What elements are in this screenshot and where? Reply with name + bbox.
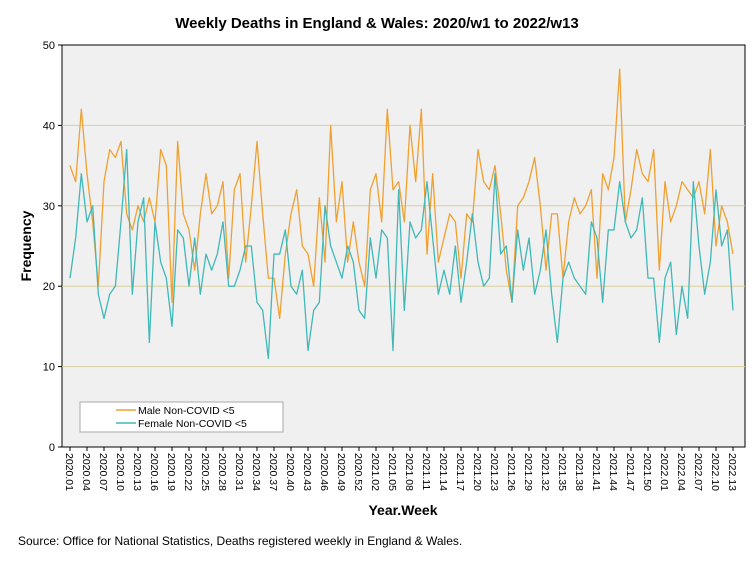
- x-tick-label: 2021.50: [641, 453, 653, 491]
- x-tick-label: 2021.32: [539, 453, 551, 491]
- series-lines: [69, 68, 734, 360]
- x-tick-label: 2022.07: [692, 453, 704, 491]
- legend-label-female: Female Non-COVID <5: [138, 418, 247, 430]
- y-tick-label: 0: [49, 442, 55, 454]
- x-tick-label: 2021.35: [556, 453, 568, 491]
- x-tick-label: 2020.46: [318, 453, 330, 491]
- x-tick-label: 2021.38: [573, 453, 585, 491]
- legend: Male Non-COVID <5 Female Non-COVID <5: [79, 401, 284, 433]
- x-tick-label: 2020.43: [301, 453, 313, 491]
- x-tick-label: 2021.11: [420, 453, 432, 490]
- y-tick-label: 30: [43, 201, 55, 213]
- x-tick-label: 2022.01: [658, 453, 670, 491]
- y-axis: 0 10 20 30 40 50: [43, 40, 62, 454]
- y-tick-label: 20: [43, 281, 55, 293]
- x-tick-label: 2021.05: [386, 453, 398, 491]
- legend-label-male: Male Non-COVID <5: [138, 405, 235, 417]
- x-tick-label: 2020.28: [216, 453, 228, 491]
- x-tick-label: 2020.31: [233, 453, 245, 491]
- x-axis: 2020.01 2020.04 2020.07 2020.10 2020.13 2020.…: [63, 447, 738, 491]
- x-tick-label: 2020.01: [63, 453, 75, 491]
- x-tick-label: 2020.16: [148, 453, 160, 491]
- legend-box: [79, 401, 284, 433]
- x-tick-label: 2021.08: [403, 453, 415, 491]
- x-tick-label: 2020.10: [114, 453, 126, 491]
- y-tick-label: 40: [43, 120, 55, 132]
- x-tick-label: 2021.41: [590, 453, 602, 491]
- x-tick-label: 2021.02: [369, 453, 381, 491]
- x-tick-label: 2020.22: [182, 453, 194, 491]
- y-axis-title: Frequency: [18, 210, 34, 281]
- x-tick-label: 2020.07: [97, 453, 109, 491]
- x-tick-label: 2021.17: [454, 453, 466, 491]
- x-tick-label: 2021.14: [437, 453, 449, 491]
- x-tick-label: 2021.26: [505, 453, 517, 491]
- x-tick-label: 2020.52: [352, 453, 364, 491]
- x-tick-label: 2021.20: [471, 453, 483, 491]
- x-tick-label: 2020.04: [80, 453, 92, 491]
- x-tick-label: 2021.47: [624, 453, 636, 491]
- x-axis-title: Year.Week: [368, 502, 437, 518]
- x-tick-label: 2020.37: [267, 453, 279, 491]
- series-line-female: [69, 148, 734, 360]
- x-tick-label: 2021.23: [488, 453, 500, 491]
- x-tick-label: 2021.44: [607, 453, 619, 491]
- source-note: Source: Office for National Statistics, …: [18, 534, 463, 548]
- x-tick-label: 2022.13: [726, 453, 738, 491]
- series-line-male: [69, 68, 734, 320]
- x-tick-label: 2020.40: [284, 453, 296, 491]
- x-tick-label: 2022.04: [675, 453, 687, 491]
- x-tick-label: 2020.34: [250, 453, 262, 491]
- chart-title: Weekly Deaths in England & Wales: 2020/w…: [175, 15, 579, 32]
- x-tick-label: 2021.29: [522, 453, 534, 491]
- plot-area: [61, 44, 746, 448]
- x-tick-label: 2020.25: [199, 453, 211, 491]
- x-tick-label: 2020.49: [335, 453, 347, 491]
- x-tick-label: 2022.10: [709, 453, 721, 491]
- y-tick-label: 10: [43, 362, 55, 374]
- x-tick-label: 2020.19: [165, 453, 177, 491]
- x-tick-label: 2020.13: [131, 453, 143, 491]
- y-tick-label: 50: [43, 40, 55, 52]
